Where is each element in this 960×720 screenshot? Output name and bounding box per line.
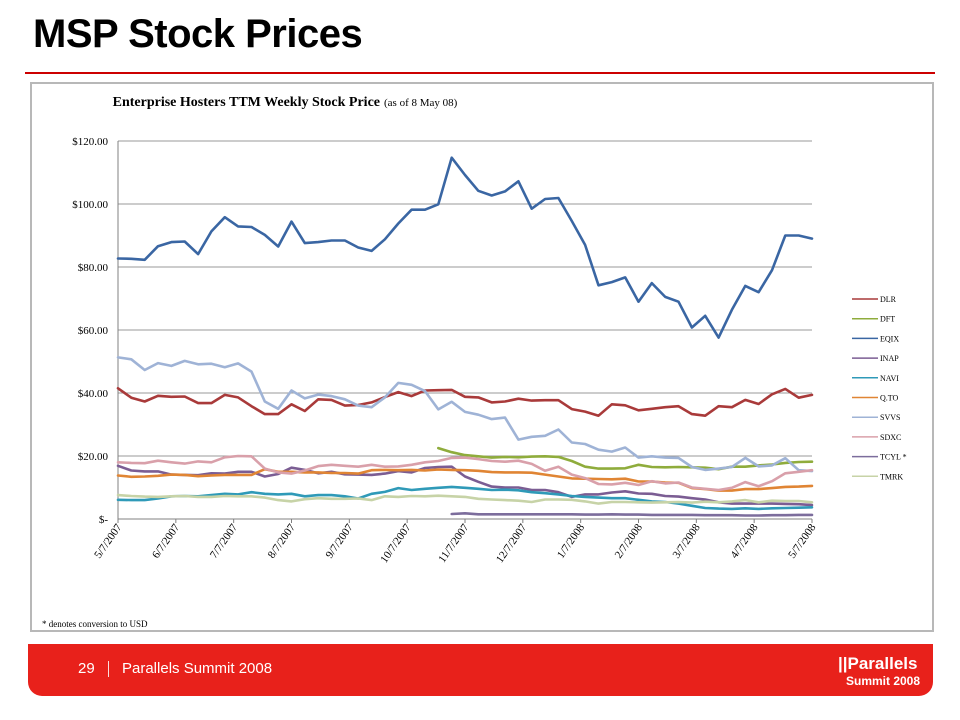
chart-frame: Enterprise Hosters TTM Weekly Stock Pric… [30, 82, 934, 632]
legend-label: TMRK [880, 472, 903, 481]
legend-label: SDXC [880, 433, 901, 442]
y-tick-label: $100.00 [72, 199, 108, 211]
x-tick-label: 8/7/2007 [266, 521, 299, 560]
y-tick-label: $80.00 [78, 262, 109, 274]
series-line-navi [116, 485, 814, 511]
legend-label: NAVI [880, 374, 899, 383]
series-line-eqix [116, 156, 814, 339]
footer-text: Parallels Summit 2008 [122, 660, 273, 677]
parallels-logo: ||Parallels Summit 2008 [838, 654, 920, 688]
legend-label: DFT [880, 315, 895, 324]
x-tick-label: 9/7/2007 [324, 521, 357, 560]
page-number: 29 [78, 660, 95, 677]
x-tick-label: 11/7/2007 [436, 521, 471, 565]
series-line-svvs [116, 356, 814, 473]
x-tick-label: 6/7/2007 [150, 521, 183, 560]
legend-label: EQIX [880, 334, 899, 343]
series-layer [116, 156, 814, 517]
x-tick-label: 12/7/2007 [494, 521, 530, 565]
y-tick-label: $20.00 [78, 451, 109, 463]
footnote: * denotes conversion to USD [42, 619, 148, 629]
x-tick-label: 5/7/2008 [786, 521, 819, 560]
x-axis: 5/7/2007 6/7/2007 7/7/2007 8/7/2007 9/7/2007… [92, 518, 819, 565]
series-line-tcyl [450, 511, 814, 517]
title-divider [25, 72, 935, 74]
y-tick-label: $120.00 [72, 136, 108, 148]
gridlines [118, 140, 812, 457]
footer-bar: 29 Parallels Summit 2008 ||Parallels Sum… [28, 644, 933, 696]
logo-brand: ||Parallels [838, 654, 917, 673]
series-line-dft [437, 446, 814, 471]
x-tick-label: 5/7/2007 [92, 521, 125, 560]
x-tick-label: 3/7/2008 [671, 521, 704, 560]
series-line-dlr [116, 387, 814, 417]
x-tick-label: 2/7/2008 [613, 521, 646, 560]
legend-label: TCYL * [880, 453, 907, 462]
y-axis: $- $20.00 $40.00 $60.00 $80.00 $100.00 $120.00 [72, 136, 119, 526]
legend-label: DLR [880, 295, 897, 304]
stock-price-chart: Enterprise Hosters TTM Weekly Stock Pric… [42, 95, 907, 629]
chart-subtitle: (as of 8 May 08) [384, 97, 458, 109]
chart-title: Enterprise Hosters TTM Weekly Stock Pric… [113, 95, 380, 110]
slide-title: MSP Stock Prices [33, 12, 363, 56]
legend: DLR DFT EQIX INAP NAVI Q.TO SVVS SDXC TCYL * TMRK [852, 295, 907, 481]
x-tick-label: 10/7/2007 [378, 521, 414, 565]
x-tick-label: 4/7/2008 [728, 521, 761, 560]
logo-subtitle: Summit 2008 [846, 674, 920, 688]
series-line-inap [116, 464, 814, 507]
series-line-tmrk [116, 493, 814, 505]
x-tick-label: 1/7/2008 [555, 521, 588, 560]
legend-label: INAP [880, 354, 899, 363]
legend-label: SVVS [880, 413, 900, 422]
legend-label: Q.TO [880, 394, 899, 403]
y-tick-label: $40.00 [78, 388, 109, 400]
series-line-sdxc [116, 454, 814, 492]
y-tick-label: $60.00 [78, 325, 109, 337]
footer-separator [108, 661, 109, 677]
x-tick-label: 7/7/2007 [208, 521, 241, 560]
y-tick-label: $- [99, 514, 109, 526]
